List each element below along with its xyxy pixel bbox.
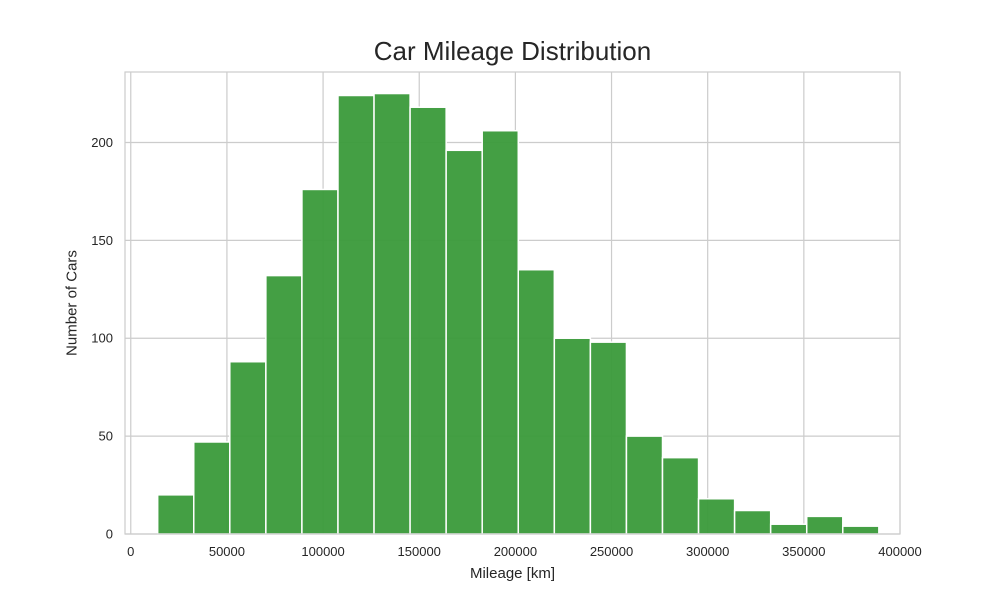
- histogram-bar: [805, 515, 844, 535]
- histogram-bar: [842, 525, 880, 535]
- y-tick-label: 50: [99, 429, 113, 444]
- histogram-bar: [517, 268, 556, 535]
- y-tick-label: 150: [91, 233, 113, 248]
- histogram-bar: [661, 456, 700, 535]
- x-axis-label: Mileage [km]: [469, 565, 556, 582]
- histogram-bar: [733, 509, 772, 535]
- y-tick-label: 100: [91, 331, 113, 346]
- histogram-bar: [337, 94, 375, 535]
- histogram-bar: [445, 149, 483, 535]
- histogram-bar: [553, 337, 592, 535]
- x-tick-label: 100000: [301, 544, 344, 559]
- histogram-bar: [265, 274, 303, 535]
- plot-frame: [124, 71, 901, 535]
- histogram-bar: [589, 341, 628, 535]
- histogram-bar: [769, 523, 808, 535]
- y-axis-label: Number of Cars: [63, 250, 81, 356]
- histogram-bar: [481, 129, 520, 535]
- histogram-bar: [301, 188, 339, 535]
- bars: [156, 92, 880, 535]
- x-tick-label: 0: [127, 544, 134, 559]
- chart-title: Car Mileage Distribution: [373, 36, 652, 66]
- y-tick-label: 200: [91, 135, 113, 150]
- x-tick-label: 150000: [398, 544, 441, 559]
- histogram-bar: [193, 441, 231, 535]
- x-tick-label: 200000: [494, 544, 537, 559]
- x-tick-label: 400000: [878, 544, 921, 559]
- x-tick-label: 300000: [686, 544, 729, 559]
- histogram-bar: [697, 498, 736, 535]
- histogram-bar: [625, 435, 664, 535]
- histogram-bar: [409, 106, 447, 535]
- x-tick-label: 50000: [209, 544, 245, 559]
- histogram-bar: [373, 92, 411, 535]
- y-tick-label: 0: [106, 527, 113, 542]
- histogram-bar: [156, 494, 195, 535]
- tick-labels: 0 50000 100000 150000 200000 250000 300000 3500…: [91, 135, 921, 559]
- x-tick-label: 350000: [782, 544, 825, 559]
- histogram-bar: [229, 360, 267, 535]
- x-tick-label: 250000: [590, 544, 633, 559]
